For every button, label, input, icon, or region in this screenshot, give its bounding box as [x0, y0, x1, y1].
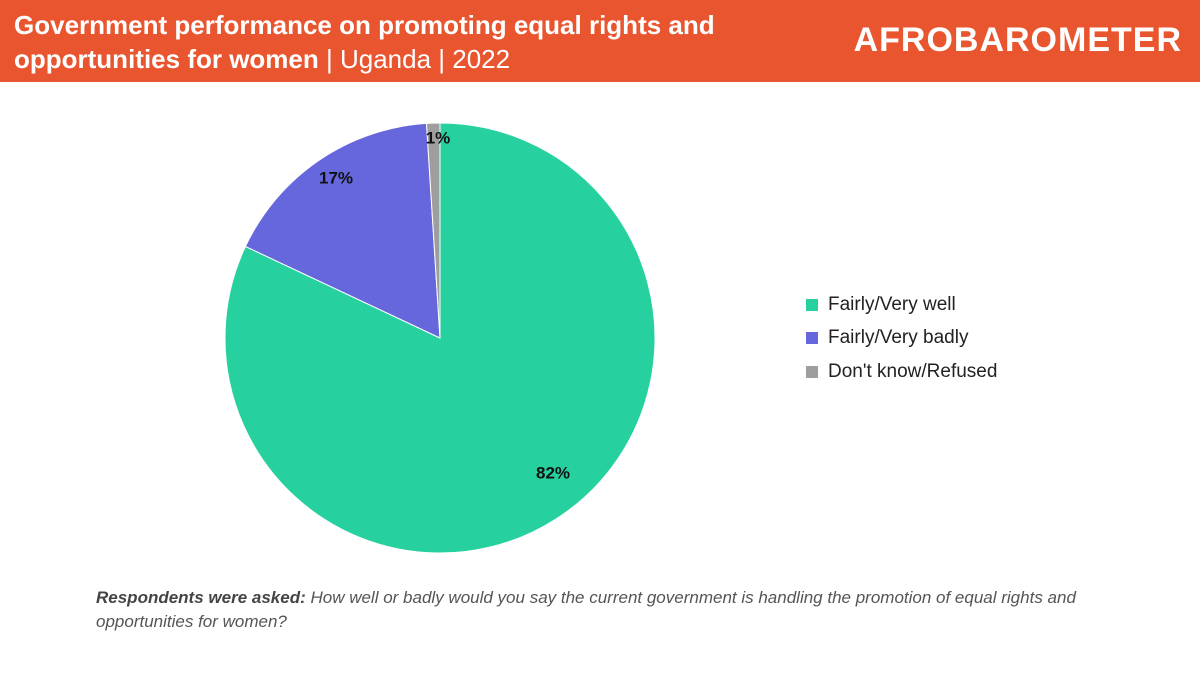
chart-title-main: Government performance on promoting equa… [14, 10, 715, 74]
afrobarometer-logo: AFROBAROMETER [853, 21, 1182, 59]
pie-slice-1 [224, 122, 656, 554]
legend-item-2: Fairly/Very badly [806, 322, 997, 356]
legend-item-1: Fairly/Very well [806, 288, 997, 322]
chart-title: Government performance on promoting equa… [14, 8, 834, 76]
chart-legend: Fairly/Very well Fairly/Very badly Don't k… [806, 288, 997, 389]
legend-label: Don't know/Refused [828, 360, 998, 382]
legend-swatch [806, 365, 818, 378]
pie-slice-2 [244, 122, 441, 339]
legend-item-3: Don't know/Refused [806, 355, 997, 389]
pie-slices [224, 122, 656, 554]
survey-question-text: How well or badly would you say the curr… [96, 588, 1076, 631]
legend-swatch [806, 332, 818, 345]
pie-chart: 82% 17% 1% [224, 122, 656, 554]
pie-data-label-2: 17% [319, 168, 353, 187]
survey-question-label: Respondents were asked: [96, 588, 306, 607]
legend-label: Fairly/Very badly [828, 327, 969, 349]
pie-data-label-1: 82% [536, 463, 570, 482]
survey-question-note: Respondents were asked: How well or badl… [96, 586, 1096, 634]
chart-title-suffix: | Uganda | 2022 [318, 44, 511, 74]
header-banner: Government performance on promoting equa… [0, 0, 1200, 82]
pie-slice-3 [425, 122, 441, 339]
pie-data-labels: 82% 17% 1% [319, 128, 570, 482]
legend-swatch [806, 298, 818, 311]
pie-data-label-3: 1% [426, 128, 451, 147]
legend-label: Fairly/Very well [828, 293, 956, 315]
